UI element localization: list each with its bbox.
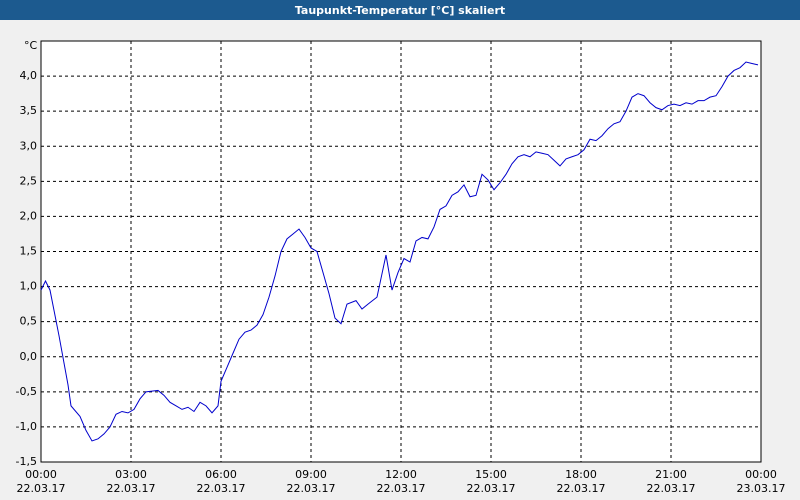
y-tick-label: 3,0 [20, 139, 38, 152]
data-line [40, 61, 759, 442]
x-tick-label: 18:00 22.03.17 [556, 468, 606, 495]
x-tick-label: 21:00 22.03.17 [646, 468, 696, 495]
x-tick-label: 03:00 22.03.17 [106, 468, 156, 495]
y-tick-label: 0,0 [20, 350, 38, 363]
y-tick-label: 2,5 [20, 174, 38, 187]
y-tick-label: 4,0 [20, 69, 38, 82]
y-tick-label: -1,0 [16, 420, 37, 433]
title-bar [0, 0, 800, 20]
x-tick-label: 00:00 23.03.17 [736, 468, 786, 495]
x-tick-label: 15:00 22.03.17 [466, 468, 516, 495]
y-tick-label: -0,5 [16, 385, 37, 398]
y-tick-label: 3,5 [20, 104, 38, 117]
y-tick-label: 1,5 [20, 245, 38, 258]
unit-label: °C [24, 39, 38, 52]
y-tick-label: 1,0 [20, 280, 38, 293]
x-tick-label: 00:00 22.03.17 [16, 468, 66, 495]
y-tick-label: 0,5 [20, 315, 38, 328]
x-tick-label: 09:00 22.03.17 [286, 468, 336, 495]
chart-title: Taupunkt-Temperatur [°C] skaliert [295, 4, 505, 17]
y-tick-label: 2,0 [20, 209, 38, 222]
x-tick-label: 06:00 22.03.17 [196, 468, 246, 495]
y-tick-label: -1,5 [16, 455, 37, 468]
x-tick-label: 12:00 22.03.17 [376, 468, 426, 495]
